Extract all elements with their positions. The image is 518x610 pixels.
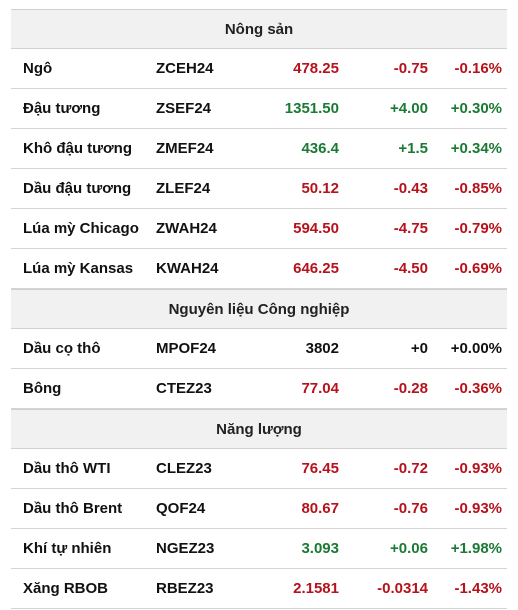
table-row[interactable]: Khí tự nhiên NGEZ23 3.093 +0.06 +1.98%	[11, 529, 507, 569]
table-row[interactable]: Lúa mỳ Chicago ZWAH24 594.50 -4.75 -0.79…	[11, 209, 507, 249]
contract-code: QOF24	[156, 500, 206, 517]
percent-change: +1.98%	[450, 540, 502, 557]
price-change: +0	[410, 340, 428, 357]
percent-change: +0.00%	[450, 340, 502, 357]
contract-code: ZMEF24	[156, 140, 214, 157]
commodity-name: Khô đậu tương	[23, 140, 133, 157]
commodity-name: Dầu đậu tương	[23, 180, 132, 197]
commodity-name: Ngô	[23, 60, 53, 77]
price: 50.12	[301, 180, 339, 197]
contract-code: ZWAH24	[156, 220, 217, 237]
percent-change: -0.36%	[454, 380, 502, 397]
commodity-name: Dầu thô WTI	[23, 460, 111, 477]
commodity-price-board: Nông sản Ngô ZCEH24 478.25 -0.75 -0.16% …	[11, 9, 507, 609]
percent-change: -0.93%	[454, 500, 502, 517]
price: 3802	[305, 340, 339, 357]
price-change: -4.50	[393, 260, 428, 277]
price: 76.45	[301, 460, 339, 477]
table-row[interactable]: Dầu cọ thô MPOF24 3802 +0 +0.00%	[11, 329, 507, 369]
commodity-name: Lúa mỳ Kansas	[23, 260, 134, 277]
price: 436.4	[301, 140, 339, 157]
contract-code: RBEZ23	[156, 580, 214, 597]
price: 478.25	[293, 60, 339, 77]
section-industrial-materials: Nguyên liệu Công nghiệp Dầu cọ thô MPOF2…	[11, 289, 507, 409]
price: 594.50	[293, 220, 339, 237]
contract-code: CLEZ23	[156, 460, 212, 477]
price-change: -0.43	[393, 180, 428, 197]
commodity-name: Dầu cọ thô	[23, 340, 101, 357]
contract-code: CTEZ23	[156, 380, 212, 397]
table-row[interactable]: Dầu thô WTI CLEZ23 76.45 -0.72 -0.93%	[11, 449, 507, 489]
percent-change: -0.93%	[454, 460, 502, 477]
price: 3.093	[301, 540, 339, 557]
price-change: +4.00	[390, 100, 428, 117]
price: 2.1581	[293, 580, 339, 597]
table-row[interactable]: Bông CTEZ23 77.04 -0.28 -0.36%	[11, 369, 507, 409]
commodity-name: Bông	[23, 380, 62, 397]
price: 1351.50	[284, 100, 339, 117]
percent-change: -0.69%	[454, 260, 502, 277]
table-row[interactable]: Dầu thô Brent QOF24 80.67 -0.76 -0.93%	[11, 489, 507, 529]
contract-code: ZCEH24	[156, 60, 214, 77]
percent-change: +0.30%	[450, 100, 502, 117]
price-change: -4.75	[393, 220, 428, 237]
price: 80.67	[301, 500, 339, 517]
price-change: -0.72	[393, 460, 428, 477]
price-change: +1.5	[398, 140, 428, 157]
section-header: Nguyên liệu Công nghiệp	[11, 289, 507, 329]
price-change: -0.0314	[377, 580, 428, 597]
table-row[interactable]: Lúa mỳ Kansas KWAH24 646.25 -4.50 -0.69%	[11, 249, 507, 289]
price-change: +0.06	[390, 540, 428, 557]
contract-code: ZLEF24	[156, 180, 211, 197]
percent-change: -0.16%	[454, 60, 502, 77]
percent-change: -0.79%	[454, 220, 502, 237]
table-row[interactable]: Khô đậu tương ZMEF24 436.4 +1.5 +0.34%	[11, 129, 507, 169]
table-row[interactable]: Đậu tương ZSEF24 1351.50 +4.00 +0.30%	[11, 89, 507, 129]
table-row[interactable]: Xăng RBOB RBEZ23 2.1581 -0.0314 -1.43%	[11, 569, 507, 609]
contract-code: MPOF24	[156, 340, 217, 357]
commodity-name: Khí tự nhiên	[23, 540, 112, 557]
contract-code: ZSEF24	[156, 100, 212, 117]
section-energy: Năng lượng Dầu thô WTI CLEZ23 76.45 -0.7…	[11, 409, 507, 609]
contract-code: NGEZ23	[156, 540, 215, 557]
price: 77.04	[301, 380, 339, 397]
section-header: Nông sản	[11, 9, 507, 49]
percent-change: +0.34%	[450, 140, 502, 157]
contract-code: KWAH24	[156, 260, 219, 277]
percent-change: -1.43%	[454, 580, 502, 597]
table-row[interactable]: Dầu đậu tương ZLEF24 50.12 -0.43 -0.85%	[11, 169, 507, 209]
price-change: -0.75	[393, 60, 428, 77]
section-agriculture: Nông sản Ngô ZCEH24 478.25 -0.75 -0.16% …	[11, 9, 507, 289]
price: 646.25	[293, 260, 339, 277]
commodity-name: Dầu thô Brent	[23, 500, 123, 517]
price-change: -0.28	[393, 380, 428, 397]
commodity-name: Xăng RBOB	[23, 580, 109, 597]
section-header: Năng lượng	[11, 409, 507, 449]
commodity-name: Lúa mỳ Chicago	[23, 220, 139, 237]
table-row[interactable]: Ngô ZCEH24 478.25 -0.75 -0.16%	[11, 49, 507, 89]
percent-change: -0.85%	[454, 180, 502, 197]
price-change: -0.76	[393, 500, 428, 517]
commodity-name: Đậu tương	[23, 100, 101, 117]
